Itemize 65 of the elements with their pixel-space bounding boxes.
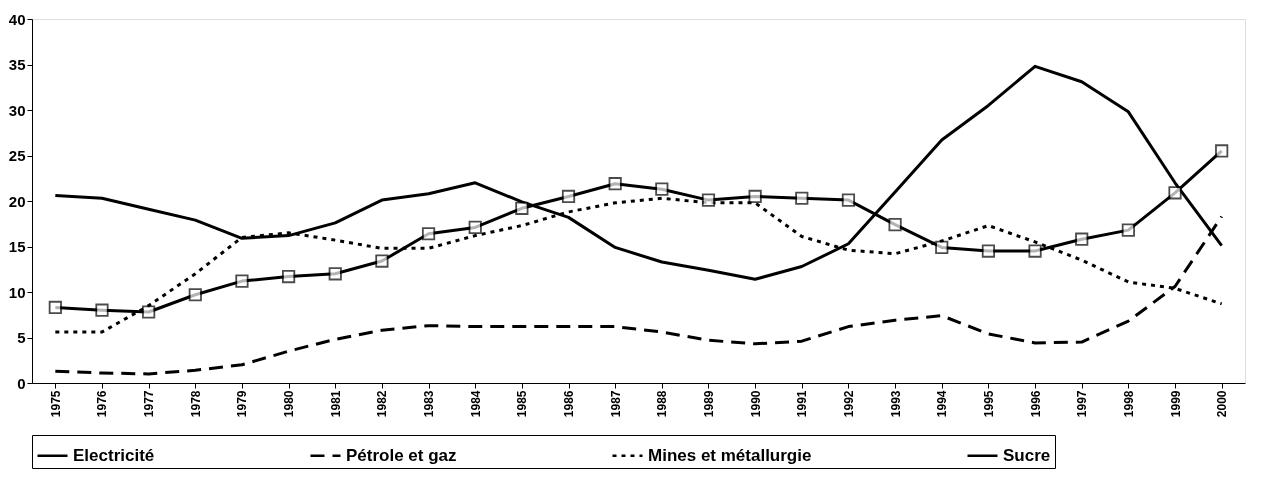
y-tick-label: 15 [8, 238, 26, 255]
point [468, 220, 482, 234]
legend-label: Mines et métallurgie [648, 445, 812, 465]
x-tick-label: 1983 [422, 390, 437, 418]
x-tick-label: 1995 [981, 390, 996, 418]
x-tick-label: 2000 [1215, 390, 1230, 418]
x-tick-label: 1977 [142, 390, 157, 418]
point [188, 288, 202, 302]
x-tick-label: 1980 [282, 390, 297, 418]
point [608, 177, 622, 191]
x-tick-label: 1990 [748, 390, 763, 418]
point [1028, 244, 1042, 258]
point [1075, 232, 1089, 246]
x-tick-label: 1975 [48, 390, 63, 418]
y-tick-label: 10 [8, 283, 26, 301]
x-tick-label: 1993 [888, 390, 903, 418]
point [1121, 223, 1135, 237]
point [561, 189, 576, 204]
y-tick-label: 40 [8, 10, 26, 28]
x-tick-label: 1991 [795, 390, 810, 418]
point [515, 201, 529, 215]
point [655, 182, 669, 196]
y-tick-label: 35 [8, 56, 26, 73]
x-tick-label: 1999 [1168, 390, 1183, 418]
x-tick-label: 1989 [701, 390, 716, 418]
x-tick-label: 1982 [375, 390, 390, 418]
y-tick-label: 0 [17, 374, 26, 392]
point [935, 240, 949, 255]
y-tick-label: 5 [17, 329, 26, 346]
point [795, 191, 809, 205]
x-tick-label: 1986 [562, 390, 577, 418]
legend-label: Sucre [1003, 445, 1051, 465]
point [282, 269, 296, 284]
y-tick-label: 20 [8, 192, 26, 210]
x-tick-label: 1992 [841, 390, 856, 418]
point [1168, 186, 1182, 200]
x-tick-label: 1981 [328, 390, 343, 418]
legend-label: Pétrole et gaz [346, 445, 457, 465]
point [421, 227, 436, 241]
point [48, 300, 62, 315]
x-tick-label: 1979 [235, 390, 250, 418]
point [375, 254, 389, 268]
y-tick-label: 25 [8, 147, 26, 164]
point [328, 267, 342, 281]
y-tick-label: 30 [8, 101, 26, 119]
point [701, 193, 716, 207]
legend-label: Electricité [73, 445, 155, 465]
x-tick-label: 1976 [95, 390, 110, 418]
point [841, 193, 856, 207]
point [235, 274, 249, 288]
x-tick-label: 1994 [935, 390, 950, 418]
point [1215, 144, 1229, 158]
x-tick-label: 1984 [468, 390, 483, 418]
point [748, 189, 762, 204]
point [142, 305, 156, 319]
x-tick-label: 1985 [515, 390, 530, 418]
x-tick-label: 1978 [188, 390, 203, 418]
point [95, 303, 109, 317]
x-tick-label: 1998 [1121, 390, 1136, 418]
x-tick-label: 1997 [1075, 390, 1090, 418]
x-tick-label: 1988 [655, 390, 670, 418]
x-tick-label: 1996 [1028, 390, 1043, 418]
point [981, 244, 995, 258]
point [888, 218, 902, 232]
x-tick-label: 1987 [608, 390, 623, 418]
